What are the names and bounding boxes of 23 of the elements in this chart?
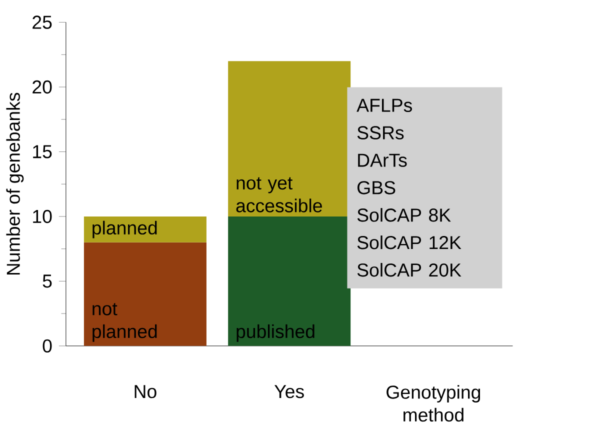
y-tick-label: 10 (33, 210, 52, 224)
x-tick-label: Yes (274, 385, 304, 398)
y-tick-label: 20 (32, 80, 52, 94)
annotation: SolCAP 12K (357, 236, 462, 250)
y-tick-label: 0 (42, 339, 52, 353)
bar (84, 242, 206, 346)
annotation: SolCAP 20K (357, 263, 462, 277)
annotation: GBS (357, 181, 396, 194)
annotation: SSRs (357, 126, 404, 140)
annotation: not planned (92, 303, 157, 342)
y-tick-label: 25 (32, 16, 52, 29)
x-tick-label: Genotyping method (386, 385, 480, 422)
annotation: SolCAP 8K (357, 208, 451, 222)
y-tick-label: 5 (42, 274, 52, 288)
annotation: AFLPs (356, 98, 412, 112)
annotation: DArTs (358, 154, 407, 167)
bar (84, 216, 206, 242)
x-tick-label: No (134, 385, 156, 398)
annotation: not yet accessible (236, 177, 322, 212)
y-axis-title: Number of genebanks (6, 92, 24, 275)
annotation: published (236, 324, 314, 342)
y-tick-label: 15 (33, 145, 52, 158)
annotation: planned (92, 220, 157, 238)
